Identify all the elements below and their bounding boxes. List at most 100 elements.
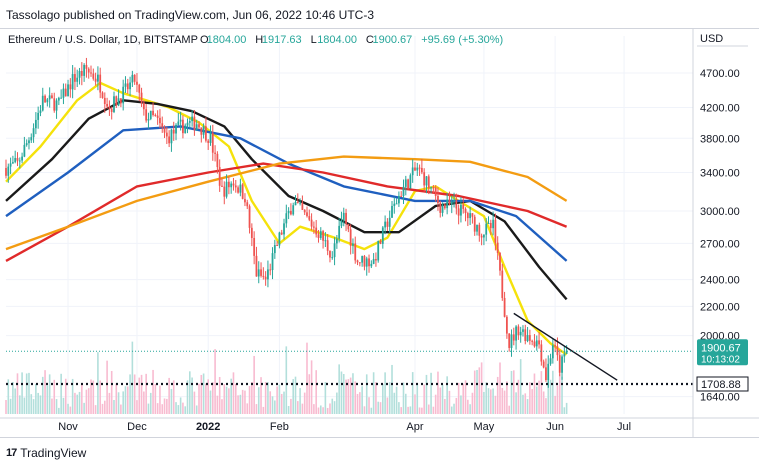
candle-body bbox=[515, 326, 517, 341]
candle-body bbox=[101, 92, 104, 98]
candle-body bbox=[561, 356, 563, 373]
volume-bar bbox=[490, 389, 492, 414]
candle-body bbox=[554, 345, 557, 347]
candle-body bbox=[547, 363, 550, 381]
candle-body bbox=[326, 240, 329, 251]
candle-body bbox=[329, 250, 331, 258]
volume-bar bbox=[237, 395, 239, 414]
price-axis[interactable]: USD 4700.00 4200.00 3800.00 3400.00 3000.00 27… bbox=[692, 28, 749, 438]
candle-body bbox=[462, 204, 465, 209]
volume-bar bbox=[487, 388, 490, 414]
candle-body bbox=[510, 334, 513, 348]
volume-bar bbox=[393, 392, 396, 414]
candle-body bbox=[253, 237, 256, 256]
candle-body bbox=[317, 234, 320, 238]
volume-bar bbox=[494, 395, 497, 414]
candle-body bbox=[423, 172, 426, 186]
volume-bar bbox=[501, 387, 504, 414]
candle-body bbox=[446, 199, 449, 209]
candle-body bbox=[227, 181, 230, 188]
candle-body bbox=[41, 95, 44, 111]
candle-body bbox=[241, 184, 244, 199]
time-axis[interactable]: Nov Dec 2022 Feb Apr May Jun Jul bbox=[0, 417, 759, 433]
current-price-label: 1900.67 bbox=[701, 342, 741, 354]
candle-body bbox=[182, 119, 184, 134]
moving-average-line bbox=[5, 162, 568, 262]
time-tick-label: 2022 bbox=[196, 421, 220, 433]
volume-bar bbox=[342, 374, 345, 414]
candle-body bbox=[292, 205, 295, 215]
candle-body bbox=[338, 225, 341, 239]
candle-body bbox=[225, 181, 228, 197]
candle-body bbox=[152, 110, 154, 115]
footer-brand[interactable]: TradingView bbox=[20, 446, 87, 460]
candle-body bbox=[234, 185, 237, 188]
candle-body bbox=[271, 253, 274, 270]
volume-bar bbox=[540, 371, 543, 414]
candle-body bbox=[262, 275, 265, 277]
candle-body bbox=[147, 118, 150, 121]
candle-body bbox=[322, 231, 324, 241]
volume-bar bbox=[163, 398, 166, 414]
candle-body bbox=[186, 122, 189, 126]
volume-bar bbox=[71, 378, 74, 414]
candle-body bbox=[352, 243, 354, 246]
candle-body bbox=[285, 213, 288, 224]
candle-body bbox=[299, 202, 302, 204]
volume-bar bbox=[39, 395, 42, 414]
candle-body bbox=[425, 176, 428, 186]
candle-body bbox=[496, 242, 499, 253]
candle-body bbox=[64, 88, 67, 97]
volume-bar bbox=[549, 379, 552, 414]
candle-body bbox=[345, 212, 347, 224]
candle-body bbox=[28, 140, 30, 144]
candle-body bbox=[450, 201, 453, 205]
candle-body bbox=[177, 121, 180, 125]
candle-body bbox=[549, 358, 552, 364]
candle-body bbox=[269, 269, 272, 271]
volume-bar bbox=[485, 382, 488, 414]
volume-bar bbox=[471, 392, 474, 414]
candle-body bbox=[397, 195, 400, 204]
candle-body bbox=[386, 221, 389, 227]
candle-body bbox=[418, 167, 421, 169]
volume-bar bbox=[299, 388, 301, 414]
candle-body bbox=[416, 167, 419, 171]
volume-bar bbox=[365, 374, 368, 414]
candle-body bbox=[117, 98, 120, 106]
candle-body bbox=[471, 213, 474, 217]
candle-body bbox=[535, 340, 538, 347]
candle-body bbox=[170, 129, 173, 144]
volume-bar bbox=[545, 398, 547, 414]
volume-bar bbox=[303, 392, 306, 414]
volume-bar bbox=[191, 377, 193, 414]
volume-bar bbox=[143, 391, 145, 414]
candle-body bbox=[377, 241, 380, 261]
volume-bar bbox=[28, 372, 30, 414]
volume-bar bbox=[278, 384, 281, 414]
volume-bar bbox=[239, 394, 242, 414]
candle-body bbox=[469, 213, 472, 219]
volume-bar bbox=[62, 397, 65, 414]
price-chart[interactable]: Ethereum / U.S. Dollar, 1D, BITSTAMP O18… bbox=[0, 28, 759, 438]
volume-bar bbox=[448, 390, 451, 414]
volume-bar bbox=[99, 380, 102, 414]
volume-bar bbox=[306, 342, 308, 414]
volume-bar bbox=[131, 341, 134, 414]
volume-bar bbox=[294, 376, 297, 414]
chart-frame bbox=[0, 28, 759, 438]
moving-average-line bbox=[5, 99, 568, 301]
candle-body bbox=[113, 96, 115, 112]
candle-body bbox=[168, 136, 171, 144]
candle-body bbox=[211, 132, 214, 153]
volume-bar bbox=[430, 372, 432, 414]
candle-body bbox=[255, 255, 258, 277]
candle-body bbox=[375, 259, 377, 261]
time-tick-label: Dec bbox=[127, 421, 147, 433]
candle-body bbox=[198, 124, 200, 128]
volume-bar bbox=[480, 362, 483, 414]
candle-body bbox=[473, 216, 476, 232]
volume-bar bbox=[386, 397, 389, 414]
candle-body bbox=[287, 210, 290, 214]
volume-bar bbox=[333, 401, 336, 414]
